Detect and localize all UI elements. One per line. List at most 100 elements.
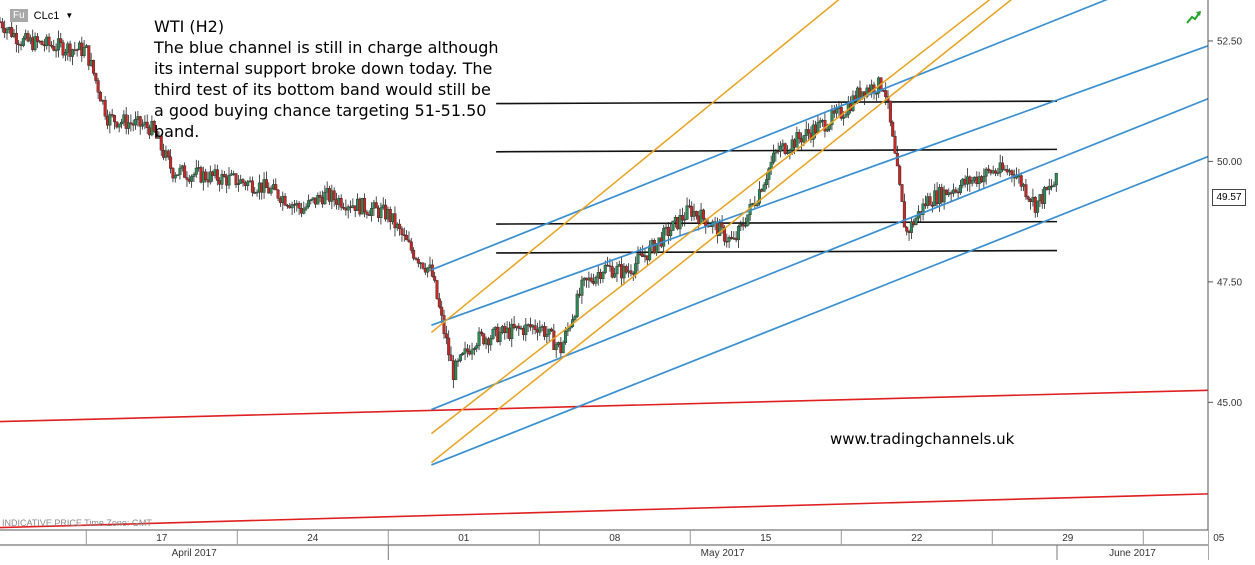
candle: [895, 145, 899, 167]
candle: [928, 192, 932, 206]
candle: [465, 344, 469, 358]
candle: [17, 40, 21, 54]
candle: [779, 141, 783, 158]
candle: [304, 203, 308, 212]
candle: [176, 174, 180, 177]
candle: [302, 201, 306, 215]
orange-channel-line: [430, 0, 991, 435]
candle: [891, 120, 895, 137]
candle: [185, 171, 189, 187]
x-tick-label: 24: [307, 533, 319, 544]
x-month-label: April 2017: [172, 548, 217, 559]
x-tick-label: 17: [156, 533, 168, 544]
candle: [323, 185, 327, 205]
candle: [339, 194, 343, 211]
candle: [902, 193, 906, 228]
candle: [204, 168, 208, 183]
candle: [641, 245, 645, 258]
candle: [26, 30, 30, 43]
candle: [306, 194, 310, 209]
candle: [454, 358, 458, 381]
candle: [477, 327, 481, 351]
horizontal-levels: [496, 100, 1058, 254]
candle: [874, 92, 878, 101]
candle: [192, 172, 196, 182]
candle: [736, 224, 740, 248]
candle: [363, 193, 367, 218]
candle: [914, 215, 918, 226]
candle: [47, 33, 51, 53]
candle: [290, 201, 294, 216]
candle: [472, 346, 476, 356]
candle: [921, 198, 925, 221]
candle: [264, 171, 268, 188]
candle: [743, 217, 747, 229]
x-tick-label: 22: [911, 533, 923, 544]
annotation-line: a good buying chance targeting 51-51.50: [154, 101, 487, 120]
candle: [517, 323, 521, 336]
candle: [694, 210, 698, 220]
candle: [1052, 181, 1056, 188]
candle: [222, 170, 226, 178]
chevron-down-icon[interactable]: ▼: [65, 11, 74, 20]
candle: [994, 168, 998, 177]
candle: [835, 104, 839, 119]
candle: [741, 216, 745, 231]
candle: [241, 178, 245, 187]
candle: [786, 145, 790, 155]
candle: [1026, 195, 1030, 203]
candle: [1019, 172, 1023, 191]
candle: [1036, 200, 1040, 218]
candle: [10, 21, 14, 38]
candle: [113, 114, 117, 130]
candle: [823, 113, 827, 138]
candle: [173, 172, 177, 183]
candle: [208, 165, 212, 185]
candle: [309, 198, 313, 205]
candle: [393, 206, 397, 237]
candle: [575, 290, 579, 319]
candle: [818, 117, 822, 129]
green-trend-arrow-icon: [1186, 10, 1202, 24]
candle: [554, 342, 558, 358]
candle: [987, 164, 991, 174]
blue-channel-line: [431, 155, 1209, 466]
candle: [479, 328, 483, 337]
annotation-line: The blue channel is still in charge alth…: [154, 38, 499, 57]
candle: [884, 82, 888, 106]
candle: [573, 314, 577, 322]
symbol-selector[interactable]: Fu CLc1 ▼: [10, 9, 73, 22]
orange-channel-line: [430, 0, 840, 334]
candle: [610, 261, 614, 279]
candle: [35, 33, 39, 49]
candle: [414, 256, 418, 261]
candle: [680, 207, 684, 227]
candle: [40, 40, 44, 46]
candle: [844, 111, 848, 118]
y-tick-label: 52.50: [1217, 36, 1242, 47]
candle: [1001, 156, 1005, 173]
horizontal-level-line: [496, 148, 1058, 153]
candle: [108, 111, 112, 134]
candle: [491, 327, 495, 340]
horizontal-level-line: [496, 220, 1058, 225]
candle: [456, 358, 460, 367]
candle: [255, 189, 259, 197]
candle: [82, 40, 86, 58]
candle: [59, 32, 63, 48]
candle: [220, 169, 224, 189]
candle: [757, 181, 761, 206]
candle: [629, 264, 633, 277]
candle: [624, 264, 628, 275]
x-month-label: June 2017: [1109, 548, 1156, 559]
blue-channel-line: [431, 0, 1108, 271]
candle: [458, 353, 462, 363]
annotation-title: WTI (H2): [154, 17, 225, 36]
annotation-line: its internal support broke down today. T…: [154, 59, 493, 78]
candle: [129, 114, 133, 132]
candle: [545, 325, 549, 343]
candle: [1054, 172, 1058, 192]
red-support-line: [0, 389, 1209, 423]
candle: [250, 176, 254, 197]
